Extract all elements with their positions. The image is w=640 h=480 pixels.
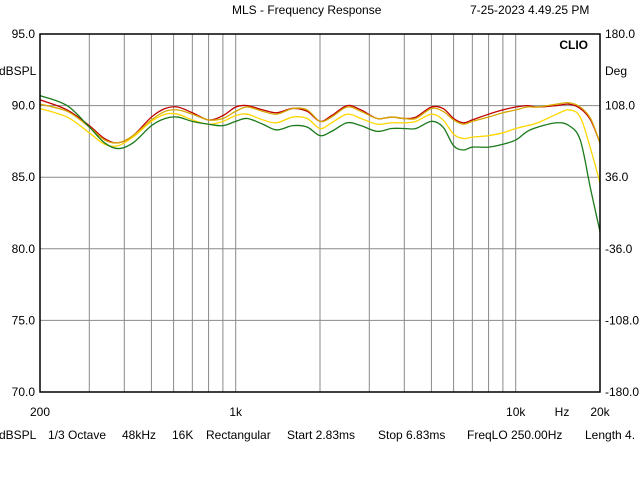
series-line-2	[39, 101, 601, 144]
series-line-1	[39, 99, 601, 144]
measurement-settings-bar: dBSPL 1/3 Octave 48kHz 16K Rectangular S…	[0, 428, 640, 444]
y-tick-label-right: 180.0	[605, 27, 635, 41]
y-tick-label-left: 80.0	[12, 242, 36, 256]
footer-length: Length 4.	[585, 428, 636, 442]
grid	[40, 34, 600, 392]
series-lines	[39, 94, 601, 232]
plot-frame	[39, 33, 601, 393]
y-tick-label-left: 75.0	[12, 313, 36, 327]
footer-window: Rectangular	[206, 428, 271, 442]
footer-stop: Stop 6.83ms	[378, 428, 446, 442]
footer-size: 16K	[172, 428, 194, 442]
y-tick-label-left: 70.0	[12, 385, 36, 399]
footer-sample-rate: 48kHz	[122, 428, 157, 442]
y-tick-label-right: -36.0	[605, 242, 633, 256]
y-tick-label-left: 95.0	[12, 27, 36, 41]
series-line-3	[39, 107, 601, 184]
y-tick-label-right: -180.0	[605, 385, 639, 399]
y-tick-label-right: -108.0	[605, 313, 639, 327]
timestamp: 7-25-2023 4.49.25 PM	[470, 3, 590, 17]
footer-freq-lo: FreqLO 250.00Hz	[467, 428, 563, 442]
footer-unit: dBSPL	[0, 428, 37, 442]
footer-smoothing: 1/3 Octave	[48, 428, 107, 442]
y-axis-unit-right: Deg	[605, 64, 627, 78]
y-tick-label-right: 108.0	[605, 99, 635, 113]
footer-start: Start 2.83ms	[287, 428, 356, 442]
axis-labels: 95.0 90.0 85.0 80.0 75.0 70.0 180.0 108.0 36.0 -3…	[0, 27, 639, 419]
x-tick-label: 200	[30, 405, 50, 419]
y-tick-label-left: 90.0	[12, 99, 36, 113]
chart-title: MLS - Frequency Response	[232, 3, 382, 17]
x-tick-label: 10k	[506, 405, 526, 419]
x-tick-label: 1k	[229, 405, 243, 419]
y-tick-label-right: 36.0	[605, 170, 629, 184]
brand-label: CLIO	[559, 38, 588, 52]
x-tick-label: 20k	[590, 405, 610, 419]
series-line-4	[39, 94, 601, 232]
y-tick-label-left: 85.0	[12, 170, 36, 184]
x-axis-unit: Hz	[555, 405, 570, 419]
y-axis-unit-left: dBSPL	[0, 64, 37, 78]
